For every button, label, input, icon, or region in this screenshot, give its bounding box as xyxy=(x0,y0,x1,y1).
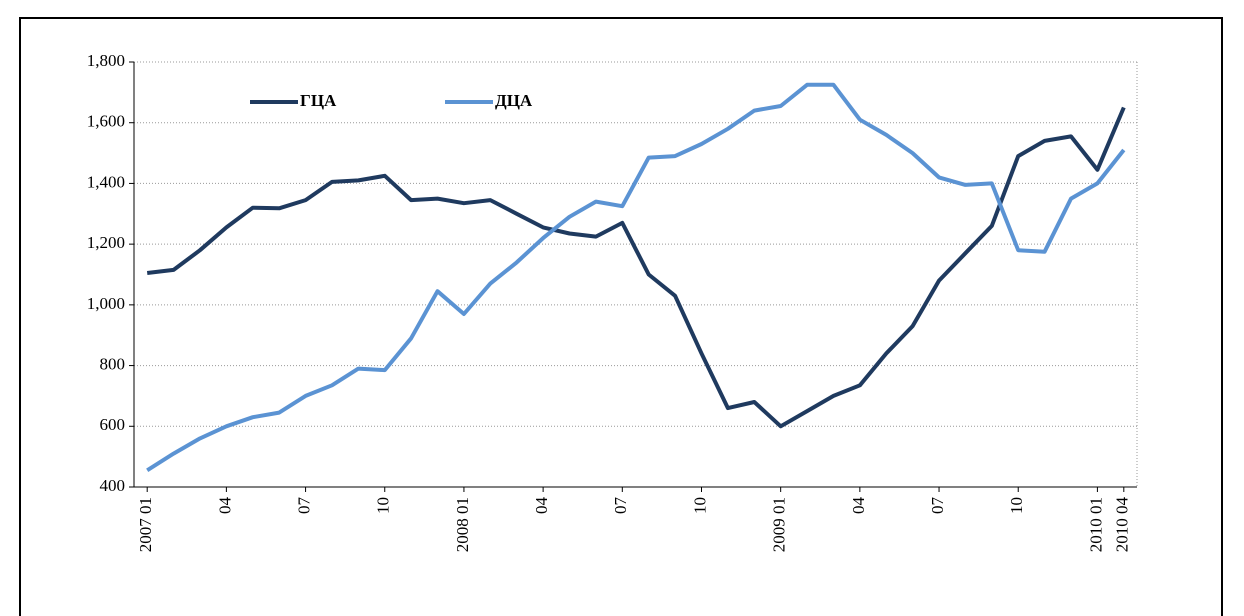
x-tick-label: 10 xyxy=(1007,497,1026,514)
y-tick-label: 1,000 xyxy=(87,294,125,313)
x-tick-label: 2008 01 xyxy=(453,497,472,552)
y-tick-label: 1,600 xyxy=(87,112,125,131)
x-tick-label: 2009 01 xyxy=(770,497,789,552)
legend-label: ДЦА xyxy=(495,91,533,110)
y-tick-label: 1,400 xyxy=(87,172,125,191)
x-tick-label: 10 xyxy=(374,497,393,514)
x-tick-label: 04 xyxy=(849,497,868,515)
legend-label: ГЦА xyxy=(300,91,337,110)
x-tick-label: 2010 01 xyxy=(1086,497,1105,552)
x-tick-label: 07 xyxy=(928,497,947,515)
x-tick-label: 2010 04 xyxy=(1113,497,1132,553)
x-tick-label: 07 xyxy=(294,497,313,515)
series-line xyxy=(146,106,1126,429)
x-tick-label: 07 xyxy=(611,497,630,515)
x-tick-label: 04 xyxy=(215,497,234,515)
y-tick-label: 1,200 xyxy=(87,233,125,252)
x-tick-label: 10 xyxy=(690,497,709,514)
series-line xyxy=(146,82,1126,472)
x-tick-label: 04 xyxy=(532,497,551,515)
y-tick-label: 800 xyxy=(100,354,126,373)
y-tick-label: 1,800 xyxy=(87,51,125,70)
y-tick-label: 600 xyxy=(100,415,126,434)
frame xyxy=(19,17,1223,616)
x-tick-label: 2007 01 xyxy=(136,497,155,552)
y-tick-label: 400 xyxy=(100,476,126,495)
